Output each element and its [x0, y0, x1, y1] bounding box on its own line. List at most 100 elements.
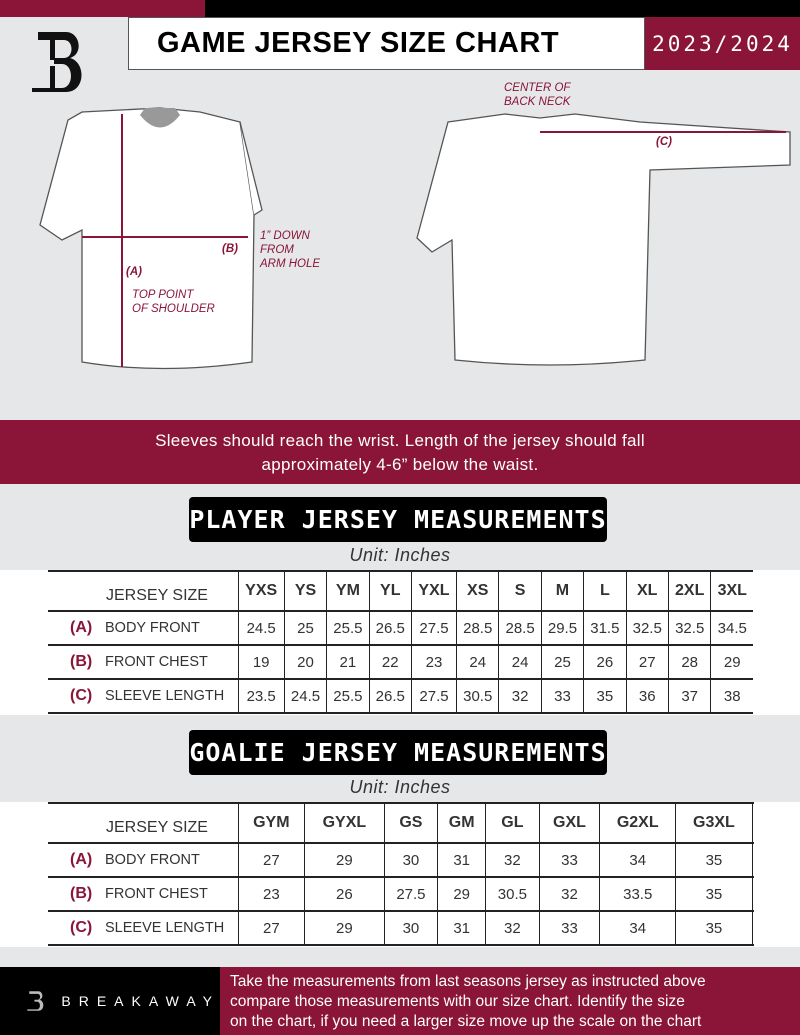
- measurement-label: (A) BODY FRONT: [48, 611, 238, 646]
- note-line: 1” DOWN: [260, 230, 310, 242]
- note-line: ARM HOLE: [260, 258, 321, 270]
- table-cell: 27.5: [383, 877, 438, 912]
- table-cell: 32: [538, 877, 600, 912]
- size-header: YXL: [410, 570, 457, 612]
- instruction-line: Sleeves should reach the wrist. Length o…: [155, 431, 645, 450]
- goalie-unit: Unit: Inches: [349, 777, 451, 797]
- measurement-name: FRONT CHEST: [105, 886, 208, 902]
- measurement-label: (B) FRONT CHEST: [48, 645, 238, 680]
- brand-logo: [28, 28, 94, 96]
- footer-line: compare those measurements with our size…: [230, 993, 685, 1010]
- table-cell: 32.5: [625, 611, 669, 646]
- table-row: (A) BODY FRONT 27 29 30 31 32 33 34 35: [48, 843, 753, 878]
- table-cell: 34: [599, 843, 676, 878]
- label-b: (B): [222, 243, 238, 255]
- page-title: GAME JERSEY SIZE CHART: [128, 17, 645, 70]
- table-cell: 29: [437, 877, 486, 912]
- size-header: YXS: [237, 570, 285, 612]
- measurement-label: (B) FRONT CHEST: [48, 877, 238, 912]
- shoulder-note: TOP POINT OF SHOULDER: [132, 288, 215, 316]
- table-cell: 24: [456, 645, 499, 680]
- table-cell: 27.5: [410, 611, 457, 646]
- table-cell: 26: [583, 645, 627, 680]
- footer-brand: BREAKAWAY: [0, 967, 220, 1035]
- size-header: GS: [383, 802, 438, 844]
- size-header: YL: [368, 570, 412, 612]
- player-table: JERSEY SIZE YXS YS YM YL YXL XS S M L XL 2XL 3XL (A) B…: [48, 570, 753, 714]
- measurement-name: SLEEVE LENGTH: [105, 688, 225, 704]
- size-header: XL: [625, 570, 669, 612]
- table-cell: 37: [667, 679, 711, 714]
- top-black-bar: [205, 0, 800, 17]
- table-cell: 32.5: [667, 611, 711, 646]
- size-header: GYM: [237, 802, 305, 844]
- table-row: (A) BODY FRONT 24.5 25 25.5 26.5 27.5 28.5 28.5 2…: [48, 611, 753, 646]
- size-header: L: [583, 570, 627, 612]
- size-label: JERSEY SIZE: [48, 802, 238, 844]
- table-row: (B) FRONT CHEST 23 26 27.5 29 30.5 32 33.5 35: [48, 877, 753, 912]
- table-cell: 30: [383, 843, 438, 878]
- table-cell: 30.5: [485, 877, 540, 912]
- table-cell: 25: [540, 645, 584, 680]
- player-unit: Unit: Inches: [349, 545, 451, 565]
- table-cell: [751, 911, 753, 946]
- table-cell: 23.5: [237, 679, 285, 714]
- table-cell: 33: [540, 679, 584, 714]
- measurement-letter: (B): [70, 885, 93, 902]
- measurement-letter: (A): [70, 619, 93, 636]
- instructions-band: Sleeves should reach the wrist. Length o…: [0, 420, 800, 484]
- table-row: (B) FRONT CHEST 19 20 21 22 23 24 24 25 26 27 28 29: [48, 645, 753, 680]
- table-cell: 27: [625, 645, 669, 680]
- table-cell: 34.5: [710, 611, 753, 646]
- table-cell: 27: [237, 911, 305, 946]
- table-cell: 38: [710, 679, 753, 714]
- size-header: S: [498, 570, 542, 612]
- table-cell: 32: [498, 679, 542, 714]
- neck-note: CENTER OF BACK NECK: [504, 81, 570, 109]
- footer-line: on the chart, if you need a larger size …: [230, 1013, 702, 1030]
- measurement-label: (A) BODY FRONT: [48, 843, 238, 878]
- table-cell: 21: [326, 645, 370, 680]
- measurement-name: BODY FRONT: [105, 620, 200, 636]
- brand-name: BREAKAWAY: [61, 993, 220, 1009]
- table-cell: 29: [710, 645, 753, 680]
- table-cell: 25.5: [326, 679, 370, 714]
- size-header: [751, 802, 753, 844]
- table-cell: 35: [675, 877, 753, 912]
- table-cell: 19: [237, 645, 285, 680]
- table-cell: 23: [237, 877, 305, 912]
- table-cell: 33.5: [599, 877, 676, 912]
- player-table-title: PLAYER JERSEY MEASUREMENTS: [189, 497, 607, 542]
- table-cell: 31.5: [583, 611, 627, 646]
- table-cell: 31: [437, 911, 486, 946]
- measurement-letter: (A): [70, 851, 93, 868]
- size-header: 3XL: [710, 570, 753, 612]
- measurement-letter: (B): [70, 653, 93, 670]
- goalie-table-title: GOALIE JERSEY MEASUREMENTS: [189, 730, 607, 775]
- measurement-letter: (C): [70, 687, 93, 704]
- size-header: M: [540, 570, 584, 612]
- size-header: XS: [456, 570, 499, 612]
- table-cell: 35: [675, 843, 753, 878]
- footer-line: Take the measurements from last seasons …: [230, 973, 706, 990]
- table-cell: 25.5: [326, 611, 370, 646]
- header-row: JERSEY SIZE GYM GYXL GS GM GL GXL G2XL G3XL: [48, 802, 753, 844]
- footer-logo-icon: [27, 991, 44, 1011]
- table-row: (C) SLEEVE LENGTH 27 29 30 31 32 33 34 35: [48, 911, 753, 946]
- footer-instructions: Take the measurements from last seasons …: [220, 967, 800, 1035]
- measurement-label: (C) SLEEVE LENGTH: [48, 679, 238, 714]
- label-a: (A): [126, 266, 142, 278]
- back-jersey: [416, 113, 791, 366]
- measurement-letter: (C): [70, 919, 93, 936]
- note-line: BACK NECK: [504, 96, 571, 108]
- table-cell: 35: [583, 679, 627, 714]
- size-header: G3XL: [675, 802, 753, 844]
- header-row: JERSEY SIZE YXS YS YM YL YXL XS S M L XL 2XL 3XL: [48, 570, 753, 612]
- table-cell: 30.5: [456, 679, 499, 714]
- table-cell: 31: [437, 843, 486, 878]
- table-cell: 36: [625, 679, 669, 714]
- table-cell: 28.5: [498, 611, 542, 646]
- table-cell: 24: [498, 645, 542, 680]
- table-cell: 30: [383, 911, 438, 946]
- table-cell: 32: [485, 843, 540, 878]
